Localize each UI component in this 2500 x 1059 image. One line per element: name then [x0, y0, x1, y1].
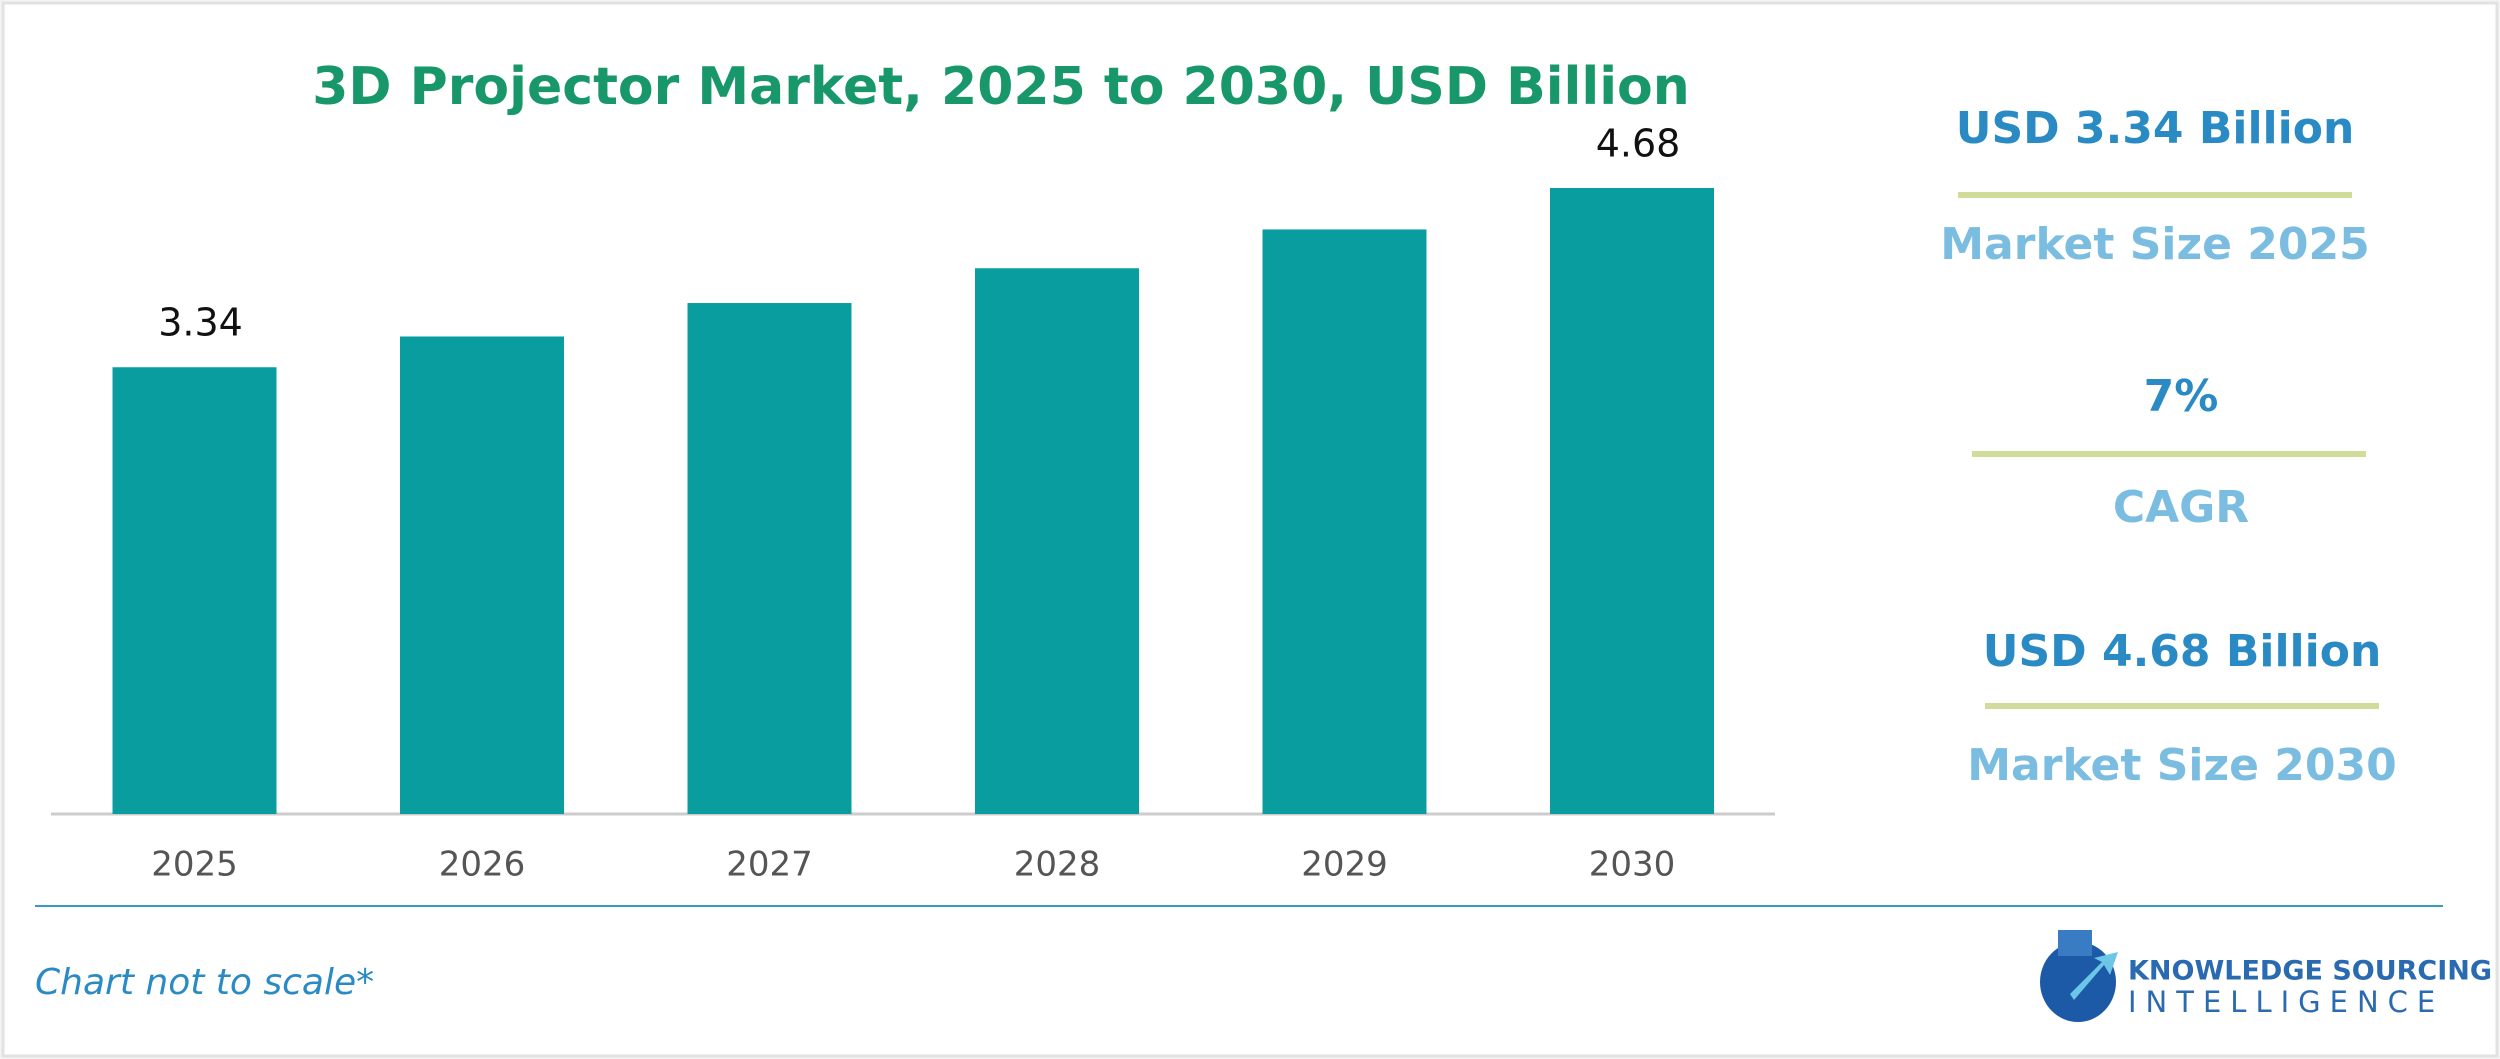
x-tick-label: 2030 — [1589, 845, 1676, 885]
kpi-label: CAGR — [2113, 482, 2249, 533]
x-tick-label: 2028 — [1014, 845, 1101, 885]
kpi-value: USD 4.68 Billion — [1983, 626, 2382, 677]
side-panel: USD 3.34 Billion Market Size 2025 7% CAGR US… — [1940, 103, 2396, 791]
logo-text: KNOWLEDGE SOURCING — [2128, 956, 2492, 987]
bar — [1550, 188, 1714, 814]
bar — [1262, 229, 1427, 814]
bar — [975, 268, 1139, 814]
bar — [112, 367, 277, 814]
kpi-value: USD 3.34 Billion — [1956, 103, 2355, 154]
x-tick-label: 2027 — [726, 845, 813, 885]
bar — [400, 336, 564, 814]
logo-text: INTELLIGENCE — [2128, 985, 2444, 1019]
data-label: 4.68 — [1596, 122, 1681, 166]
footer-note: Chart not to scale* — [35, 962, 374, 1003]
kpi-label: Market Size 2025 — [1940, 219, 2369, 270]
x-tick-label: 2029 — [1301, 845, 1388, 885]
logo-arrow — [2070, 952, 2118, 1000]
logo: KNOWLEDGE SOURCING INTELLIGENCE — [2040, 930, 2492, 1022]
bar — [687, 303, 852, 814]
data-label: 3.34 — [158, 301, 243, 345]
x-tick-label: 2026 — [439, 845, 526, 885]
logo-icon — [2040, 942, 2116, 1022]
logo-icon-top — [2058, 930, 2092, 956]
kpi-label: Market Size 2030 — [1967, 740, 2396, 791]
chart-title: 3D Projector Market, 2025 to 2030, USD B… — [312, 57, 1690, 117]
kpi-value: 7% — [2144, 371, 2219, 422]
x-tick-label: 2025 — [151, 845, 238, 885]
